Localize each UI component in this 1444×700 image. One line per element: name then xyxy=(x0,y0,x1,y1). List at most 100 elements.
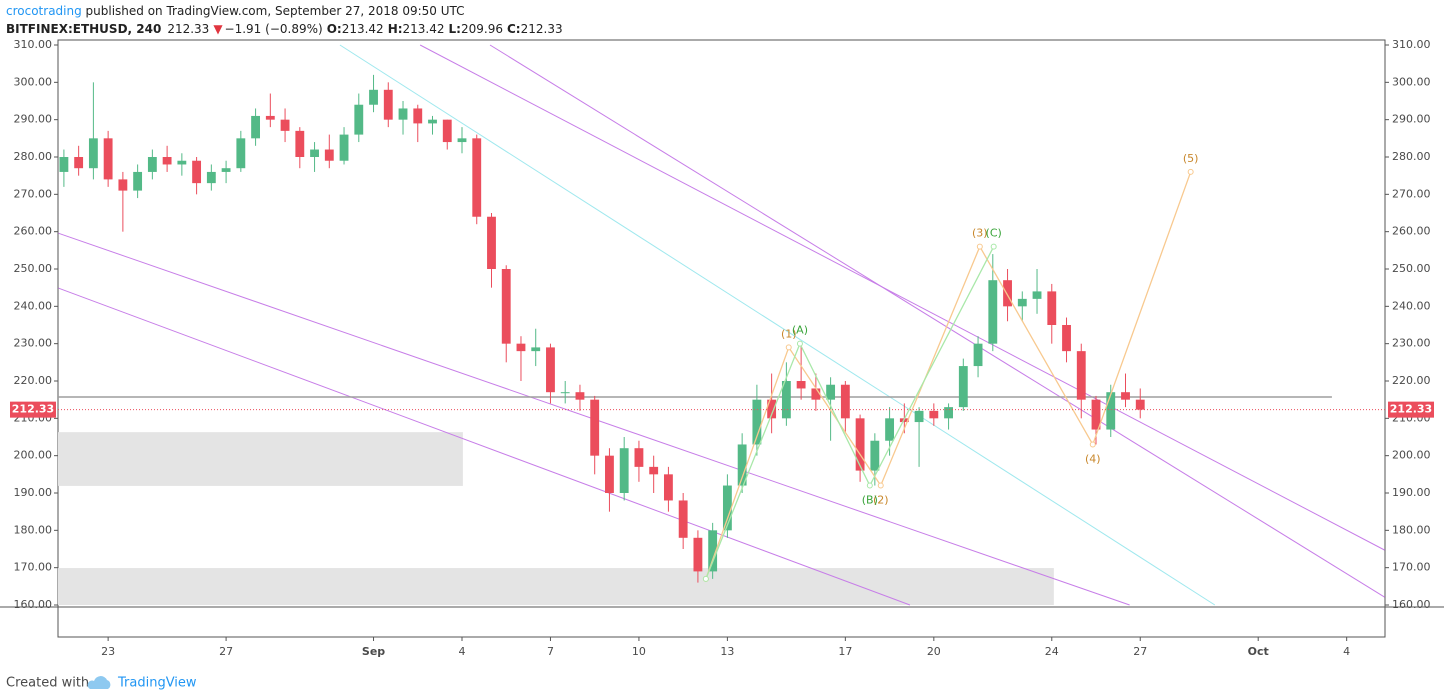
wave-point xyxy=(1187,168,1194,175)
candle-body xyxy=(1047,291,1057,325)
header-line: crocotrading published on TradingView.co… xyxy=(6,4,465,18)
close: 212.33 xyxy=(521,22,563,36)
wave-line xyxy=(705,171,1192,580)
candle-body xyxy=(678,500,688,538)
x-tick-label: 23 xyxy=(101,645,115,658)
y-tick-label-right: 260.00 xyxy=(1392,225,1431,238)
candle-body xyxy=(737,444,747,486)
candle-body xyxy=(929,410,939,419)
symbol-line: BITFINEX:ETHUSD, 240 212.33 ▼ −1.91 (−0.89%… xyxy=(6,22,563,36)
wave-point xyxy=(990,243,997,250)
y-tick-label-left: 170.00 xyxy=(14,561,53,574)
candle-body xyxy=(442,119,452,143)
y-tick-label-left: 180.00 xyxy=(14,523,53,536)
y-tick-label-right: 200.00 xyxy=(1392,449,1431,462)
last-price-label-left-box xyxy=(10,401,56,418)
author: crocotrading xyxy=(6,4,82,18)
candle-body xyxy=(546,347,555,393)
y-tick-label-right: 310.00 xyxy=(1392,38,1431,51)
candle-body xyxy=(428,119,437,124)
arrow: ▼ xyxy=(213,22,223,36)
candle-body xyxy=(74,157,84,169)
candle-body xyxy=(649,466,659,475)
candle-body xyxy=(605,455,614,493)
wave-label: (5) xyxy=(1183,152,1199,165)
candle-body xyxy=(1062,325,1071,352)
candle-body xyxy=(1017,298,1027,307)
candle-body xyxy=(1032,291,1042,299)
wave-label: (3) xyxy=(972,227,988,240)
footer-text: Created with xyxy=(6,676,89,691)
candle-body xyxy=(501,269,511,344)
candle-body xyxy=(840,384,850,419)
candle-body xyxy=(339,134,349,161)
trendline xyxy=(339,44,1216,606)
candle-body xyxy=(251,115,260,139)
candle-body xyxy=(531,347,541,352)
candle-body xyxy=(575,392,585,400)
candle-body xyxy=(487,216,496,269)
candle-body xyxy=(133,171,143,191)
y-tick-label-right: 250.00 xyxy=(1392,262,1431,275)
candle-body xyxy=(177,160,187,165)
candle-body xyxy=(752,399,762,445)
candle-body xyxy=(324,149,334,161)
y-tick-label-left: 300.00 xyxy=(14,75,53,88)
symbol: BITFINEX:ETHUSD, 240 xyxy=(6,22,161,36)
plot-area xyxy=(58,44,1385,606)
candle-body xyxy=(885,418,895,441)
low: 209.96 xyxy=(461,22,503,36)
candle-body xyxy=(560,392,570,394)
x-tick-label: 27 xyxy=(1133,645,1147,658)
wave-label: (C) xyxy=(986,227,1002,240)
candle-body xyxy=(59,157,69,172)
y-tick-label-left: 220.00 xyxy=(14,374,53,387)
y-tick-label-right: 160.00 xyxy=(1392,598,1431,611)
y-tick-label-left: 280.00 xyxy=(14,150,53,163)
candle-body xyxy=(221,168,231,172)
wave-point xyxy=(702,575,709,582)
candle-body xyxy=(693,537,703,572)
candle-body xyxy=(1003,280,1012,307)
candle-body xyxy=(811,388,821,400)
x-tick-label: Sep xyxy=(362,645,385,658)
l-label: L: xyxy=(449,22,461,36)
wave-label: (B) xyxy=(862,494,878,507)
wave-label: (1) xyxy=(781,327,797,340)
published: published on TradingView.com, September … xyxy=(82,4,465,18)
candle-body xyxy=(398,108,408,120)
candle-body xyxy=(663,474,673,501)
candle-body xyxy=(722,485,732,531)
candle-body xyxy=(413,108,423,124)
price: 212.33 xyxy=(167,22,209,36)
candle-body xyxy=(1091,399,1101,430)
y-tick-label-right: 290.00 xyxy=(1392,113,1431,126)
candle-body xyxy=(295,130,305,157)
footer-brand[interactable]: TradingView xyxy=(117,676,197,691)
x-tick-label: 4 xyxy=(458,645,465,658)
candle-body xyxy=(708,530,718,572)
y-tick-label-right: 230.00 xyxy=(1392,337,1431,350)
candle-body xyxy=(88,138,98,169)
last-price-label-left: 212.33 xyxy=(12,403,54,416)
candle-body xyxy=(988,280,998,344)
logo xyxy=(87,676,111,689)
x-tick-label: 10 xyxy=(632,645,646,658)
candle-body xyxy=(767,399,777,419)
candle-body xyxy=(118,179,128,191)
y-tick-label-left: 250.00 xyxy=(14,262,53,275)
y-tick-label-right: 270.00 xyxy=(1392,187,1431,200)
y-tick-label-right: 220.00 xyxy=(1392,374,1431,387)
y-tick-label-right: 240.00 xyxy=(1392,299,1431,312)
candle-body xyxy=(162,157,172,165)
candle-body xyxy=(206,171,216,184)
last-price-label-right: 212.33 xyxy=(1390,403,1432,416)
candle-body xyxy=(457,138,467,143)
candle-body xyxy=(103,138,113,180)
plot-frame xyxy=(57,39,1386,638)
h-label: H: xyxy=(388,22,403,36)
candle-body xyxy=(369,89,378,105)
y-tick-label-right: 280.00 xyxy=(1392,150,1431,163)
o-label: O: xyxy=(327,22,342,36)
